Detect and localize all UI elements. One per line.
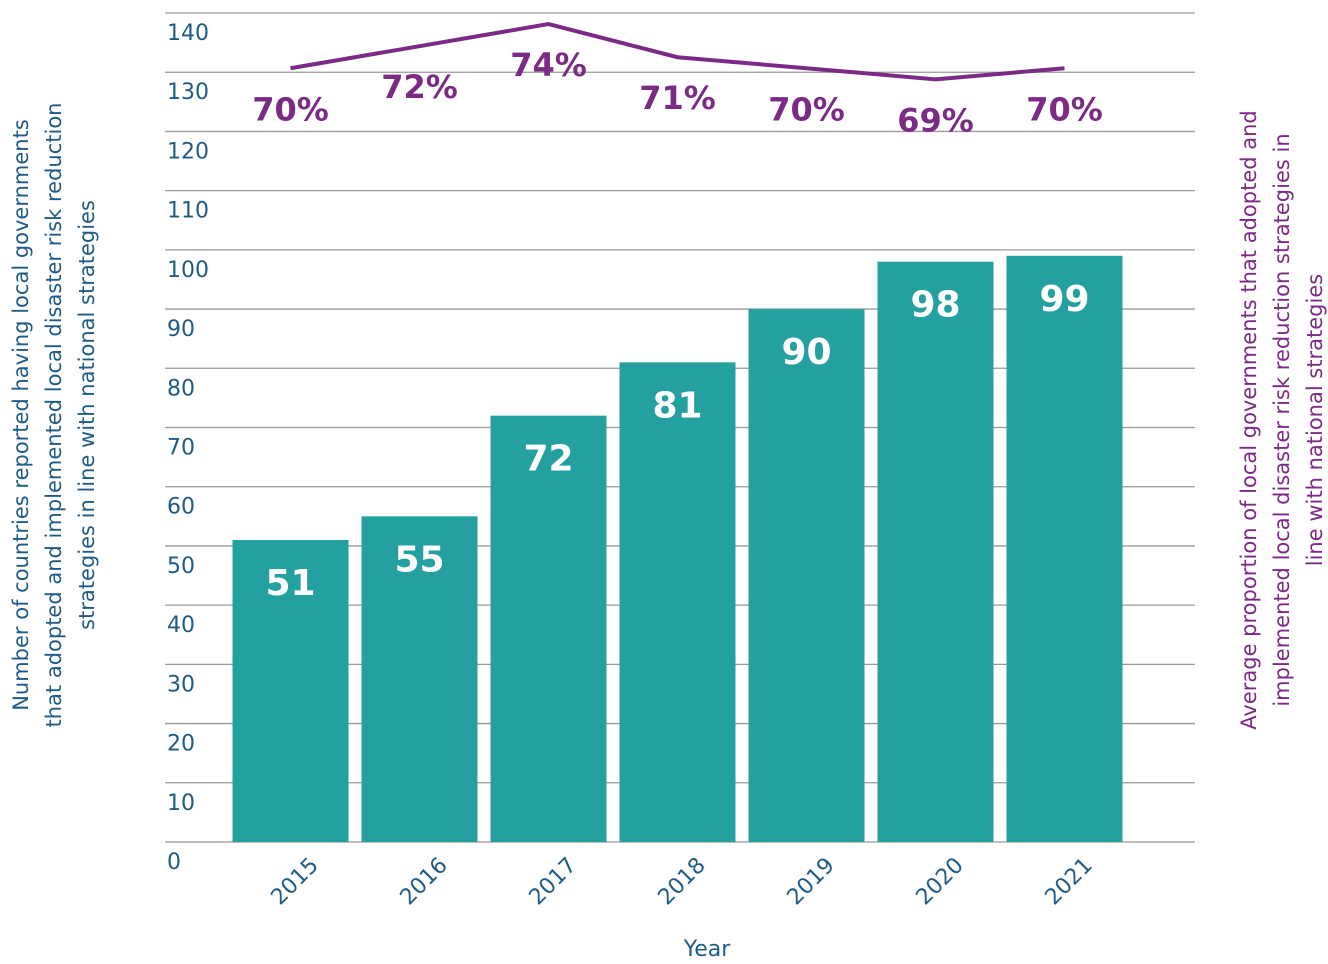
line-value-label: 74% <box>510 46 587 84</box>
y2-axis-title: implemented local disaster risk reductio… <box>1270 133 1294 706</box>
bar <box>877 261 994 842</box>
y-tick-label: 60 <box>167 495 195 520</box>
line-value-label: 70% <box>252 90 329 128</box>
x-axis-title: Year <box>683 937 732 962</box>
y-axis-title: strategies in line with national strateg… <box>75 200 99 630</box>
bar <box>361 516 478 842</box>
bar <box>619 362 736 842</box>
y-tick-label: 110 <box>167 199 209 224</box>
x-tick-label: 2016 <box>396 853 453 910</box>
y-tick-label: 0 <box>167 850 181 875</box>
bar <box>1006 255 1123 842</box>
y2-axis-title: line with national strategies <box>1303 274 1327 566</box>
y-tick-label: 30 <box>167 672 195 697</box>
y-tick-label: 90 <box>167 317 195 342</box>
y-tick-label: 100 <box>167 258 209 283</box>
bar <box>232 540 349 842</box>
line-value-label: 71% <box>639 79 716 117</box>
y-tick-label: 70 <box>167 436 195 461</box>
y-tick-label: 50 <box>167 554 195 579</box>
y-tick-label: 40 <box>167 613 195 638</box>
bar <box>490 415 607 842</box>
line-value-label: 69% <box>897 101 974 139</box>
x-tick-label: 2017 <box>525 853 582 910</box>
y-axis-title: that adopted and implemented local disas… <box>42 103 66 728</box>
bar-value-label: 55 <box>394 539 444 580</box>
y-axis-title: Number of countries reported having loca… <box>9 119 33 711</box>
bar-value-label: 98 <box>910 285 960 326</box>
y-tick-label: 20 <box>167 732 195 757</box>
line <box>290 22 1065 82</box>
y-tick-label: 10 <box>167 791 195 816</box>
bar-value-label: 99 <box>1039 279 1089 320</box>
y-tick-label: 140 <box>167 21 209 46</box>
y-tick-label: 120 <box>167 139 209 164</box>
line-value-label: 70% <box>768 90 845 128</box>
bar-value-label: 90 <box>781 332 831 373</box>
x-tick-label: 2015 <box>267 853 324 910</box>
line-value-label: 72% <box>381 68 458 106</box>
bar <box>748 309 865 843</box>
bar-value-label: 81 <box>652 385 702 426</box>
y-tick-label: 80 <box>167 376 195 401</box>
x-tick-label: 2020 <box>912 853 969 910</box>
x-tick-label: 2018 <box>654 853 711 910</box>
y-tick-label: 130 <box>167 80 209 105</box>
bar-value-label: 51 <box>265 563 315 604</box>
bar-value-label: 72 <box>523 439 573 480</box>
line-value-label: 70% <box>1026 90 1103 128</box>
y2-axis-title: Average proportion of local governments … <box>1237 110 1261 730</box>
x-tick-label: 2021 <box>1041 853 1098 910</box>
x-tick-label: 2019 <box>783 853 840 910</box>
